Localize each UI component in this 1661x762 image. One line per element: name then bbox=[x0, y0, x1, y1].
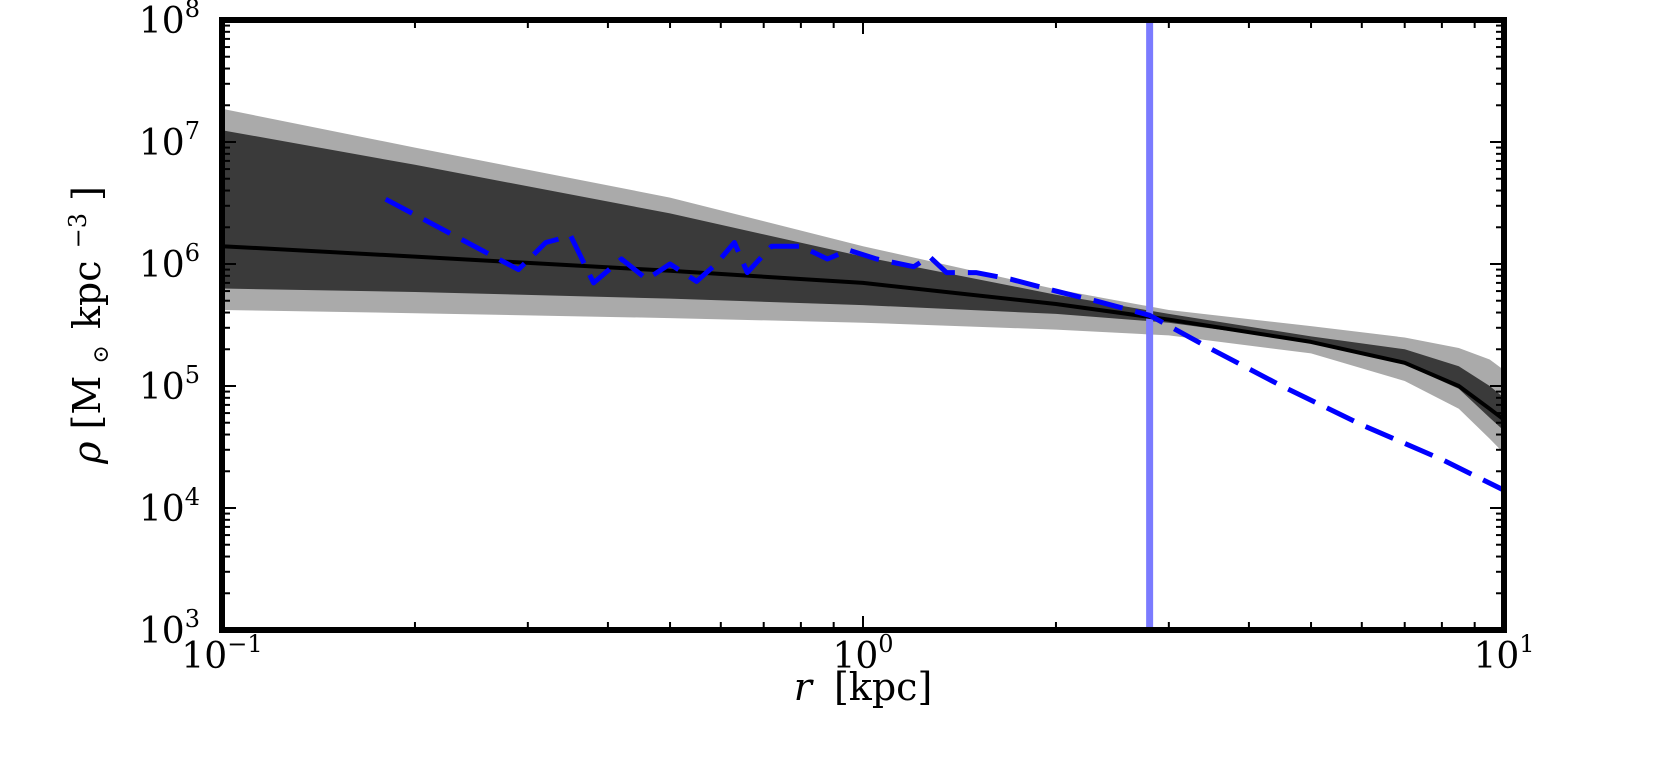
y-tick-label: 107 bbox=[139, 117, 200, 164]
y-tick-label: 108 bbox=[139, 0, 200, 42]
x-axis-unit: [kpc] bbox=[834, 665, 932, 709]
y-tick-labels: 103 104 105 106 107 108 bbox=[139, 0, 200, 652]
y-axis-label: ρ [M ⊙ kpc −3 ] bbox=[51, 186, 117, 465]
x-tick-label: 101 bbox=[1473, 630, 1534, 677]
x-tick-labels: 10−1 100 101 bbox=[181, 630, 1534, 677]
y-axis-unit-exponent: −3 bbox=[64, 213, 92, 248]
y-tick-label: 105 bbox=[139, 361, 200, 408]
minor-ticks bbox=[221, 20, 1504, 631]
plot-area bbox=[222, 20, 1504, 630]
y-axis-unit-close: ] bbox=[65, 186, 109, 201]
y-tick-label: 104 bbox=[139, 483, 200, 530]
x-axis-variable: r bbox=[794, 665, 815, 709]
x-tick-label: 100 bbox=[832, 630, 893, 677]
dashed-profile-line bbox=[384, 196, 1504, 493]
x-tick-label: 10−1 bbox=[181, 630, 262, 677]
y-tick-label: 106 bbox=[139, 239, 200, 286]
y-axis-unit-open: [M bbox=[65, 376, 109, 430]
median-profile-line bbox=[222, 244, 1504, 422]
y-axis-unit-sun-subscript: ⊙ bbox=[89, 345, 114, 363]
y-axis-unit-kpc: kpc bbox=[65, 260, 109, 329]
confidence-band-inner bbox=[222, 130, 1504, 431]
y-tick-label: 103 bbox=[139, 605, 200, 652]
plot-frame bbox=[219, 17, 1507, 633]
y-axis-variable: ρ bbox=[65, 441, 109, 465]
x-axis-label: r [kpc] bbox=[794, 665, 933, 709]
